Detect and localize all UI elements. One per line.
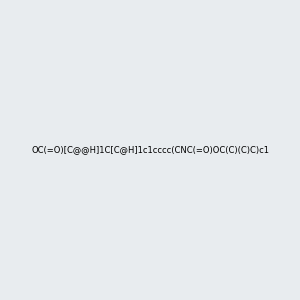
Text: OC(=O)[C@@H]1C[C@H]1c1cccc(CNC(=O)OC(C)(C)C)c1: OC(=O)[C@@H]1C[C@H]1c1cccc(CNC(=O)OC(C)(…: [31, 146, 269, 154]
